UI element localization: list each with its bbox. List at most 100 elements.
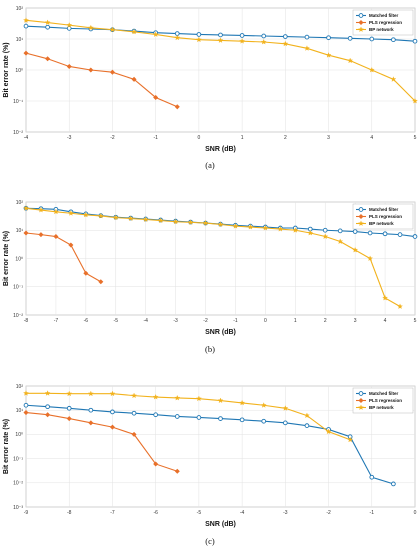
data-point: [239, 399, 245, 406]
y-tick-label: 10⁻¹: [13, 456, 23, 462]
data-point: [88, 67, 94, 73]
legend-marker: [358, 13, 364, 18]
data-point: [307, 229, 314, 236]
series-pls-regression: [23, 230, 104, 285]
data-point: [325, 428, 332, 435]
legend-label: Matched filter: [369, 391, 399, 396]
data-point: [368, 66, 375, 73]
data-point: [292, 227, 299, 233]
x-tick-label: -4: [24, 135, 29, 141]
data-point: [326, 35, 331, 41]
x-tick-label: -7: [54, 318, 59, 324]
data-point: [397, 303, 403, 309]
x-tick-label: -2: [203, 318, 208, 324]
legend-label: PLS regression: [369, 214, 402, 219]
legend-marker: [358, 391, 364, 396]
data-point: [88, 420, 94, 426]
data-point: [23, 230, 29, 236]
data-point: [23, 50, 29, 56]
x-axis-label: SNR (dB): [205, 329, 236, 336]
data-point: [174, 394, 181, 401]
data-point: [131, 410, 137, 416]
data-point: [282, 405, 289, 411]
figure-caption: (a): [205, 160, 215, 170]
legend-label: PLS regression: [369, 398, 402, 403]
data-point: [217, 397, 224, 404]
y-tick-label: 10⁰: [15, 256, 23, 262]
data-point: [109, 69, 115, 75]
data-point: [53, 233, 59, 240]
data-point: [260, 38, 267, 45]
x-tick-label: -9: [24, 510, 29, 516]
data-point: [196, 395, 202, 402]
data-point: [109, 424, 115, 430]
series-pls-regression: [23, 50, 180, 110]
x-tick-label: -8: [67, 510, 72, 516]
x-tick-label: -8: [24, 318, 29, 324]
legend-marker: [358, 207, 364, 212]
x-tick-label: 0: [414, 510, 417, 516]
data-point: [174, 104, 180, 110]
y-axis-label: Bit error rate (%): [3, 231, 10, 286]
data-point: [66, 26, 72, 31]
data-point: [174, 468, 180, 474]
data-point: [337, 238, 344, 244]
data-point: [110, 409, 115, 415]
series-line: [25, 412, 178, 472]
data-point: [262, 224, 269, 231]
data-point: [196, 32, 202, 37]
data-point: [337, 228, 343, 234]
legend: Matched filter PLS regression BP network: [352, 203, 414, 230]
data-point: [45, 24, 50, 30]
data-point: [23, 402, 29, 408]
data-point: [391, 37, 396, 43]
legend-label: BP network: [369, 405, 394, 410]
legend-marker: [358, 220, 364, 226]
data-point: [98, 279, 104, 285]
data-point: [202, 220, 209, 226]
data-point: [304, 45, 310, 51]
data-point: [153, 412, 159, 418]
data-point: [23, 410, 29, 416]
data-point: [23, 23, 29, 29]
x-tick-label: 4: [370, 135, 373, 141]
series-line: [25, 232, 102, 283]
y-tick-label: 10¹: [16, 37, 24, 43]
data-point: [131, 28, 137, 35]
data-point: [304, 423, 310, 428]
y-tick-label: 10¹: [16, 228, 24, 234]
data-point: [131, 431, 137, 437]
data-point: [109, 26, 116, 33]
data-point: [127, 215, 134, 221]
data-point: [217, 37, 224, 43]
data-point: [153, 94, 159, 100]
y-tick-label: 10⁻²: [13, 481, 23, 487]
data-point: [352, 246, 359, 253]
data-point: [131, 76, 137, 82]
legend: Matched filter PLS regression BP network: [352, 9, 414, 36]
x-tick-label: -5: [197, 510, 202, 516]
data-point: [187, 219, 194, 225]
data-point: [53, 208, 59, 215]
y-tick-label: 10²: [16, 200, 24, 206]
data-point: [172, 218, 179, 225]
x-tick-label: 1: [294, 318, 297, 324]
x-tick-label: 2: [324, 318, 327, 324]
data-point: [390, 76, 397, 82]
x-tick-label: 2: [284, 135, 287, 141]
data-point: [322, 233, 329, 239]
legend-label: Matched filter: [369, 207, 399, 212]
grid: [25, 201, 416, 316]
x-tick-label: 3: [327, 135, 330, 141]
x-axis-label: SNR (dB): [205, 521, 236, 528]
data-point: [45, 404, 50, 410]
figure-caption: (c): [205, 536, 215, 546]
data-point: [152, 394, 159, 400]
data-point: [66, 390, 73, 397]
x-tick-label: -4: [143, 318, 148, 324]
data-point: [82, 211, 89, 218]
x-tick-label: 3: [354, 318, 357, 324]
data-point: [412, 234, 418, 239]
data-point: [239, 33, 245, 38]
data-point: [97, 212, 104, 219]
